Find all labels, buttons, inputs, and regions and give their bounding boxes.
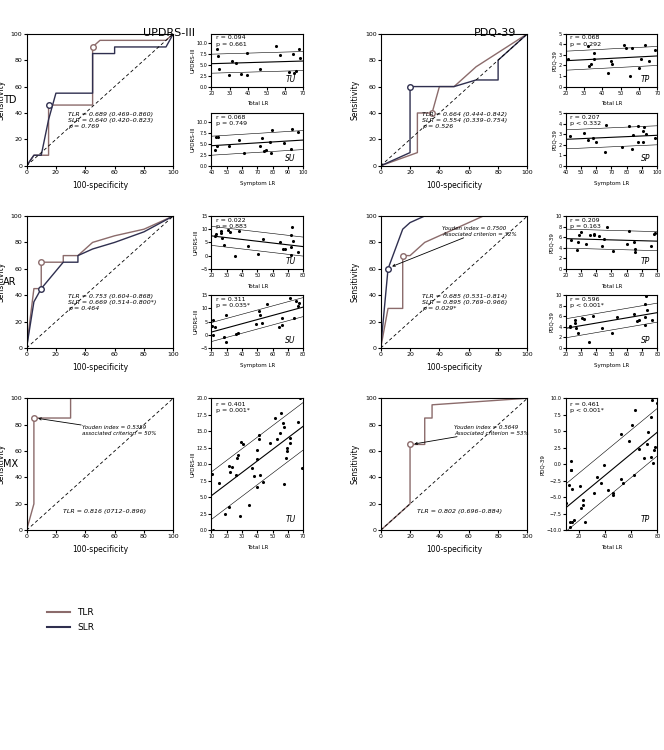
Point — [293, 246, 303, 258]
Text: r = 0.094
p = 0.661: r = 0.094 p = 0.661 — [216, 35, 247, 46]
Point — [561, 496, 572, 508]
Point — [616, 427, 627, 439]
Point — [647, 457, 658, 469]
Text: r = 0.311
p = 0.035*: r = 0.311 p = 0.035* — [216, 297, 250, 308]
Point — [624, 225, 635, 237]
Point — [641, 128, 651, 140]
Point — [255, 140, 266, 152]
Text: TLR = 0.685 (0.531–0.814)
SLR = 0.895 (0.769–0.966)
p = 0.029*: TLR = 0.685 (0.531–0.814) SLR = 0.895 (0… — [422, 295, 507, 311]
Point — [233, 134, 244, 146]
Point — [278, 136, 289, 148]
Text: TD: TD — [3, 94, 17, 105]
Point — [207, 320, 217, 332]
Point — [606, 56, 617, 68]
Point — [259, 145, 270, 157]
Point — [270, 412, 280, 424]
Point — [565, 517, 576, 529]
Point — [224, 501, 235, 513]
Point — [246, 463, 257, 475]
Text: TP: TP — [641, 514, 650, 523]
Point — [570, 322, 581, 334]
Point — [641, 290, 651, 302]
Point — [280, 243, 290, 255]
Point — [578, 128, 589, 140]
Point — [645, 451, 656, 463]
Point — [220, 508, 230, 520]
Point — [638, 452, 649, 464]
Text: r = 0.209
p = 0.163: r = 0.209 p = 0.163 — [570, 217, 601, 229]
Point — [279, 478, 290, 490]
Point — [619, 39, 629, 51]
X-axis label: Symptom LR: Symptom LR — [594, 181, 629, 185]
Point — [564, 479, 574, 491]
Point — [288, 48, 298, 60]
Point — [597, 322, 608, 334]
Point — [252, 248, 263, 260]
Point — [211, 43, 222, 55]
Legend: TLR, SLR: TLR, SLR — [44, 604, 98, 635]
Point — [293, 43, 304, 55]
Point — [589, 487, 600, 499]
Point — [630, 404, 641, 416]
Point — [212, 131, 223, 143]
Point — [230, 469, 241, 481]
Text: TLR = 0.802 (0.696–0.884): TLR = 0.802 (0.696–0.884) — [418, 509, 503, 515]
Point — [649, 441, 660, 453]
Point — [643, 427, 653, 439]
Point — [277, 312, 288, 324]
Point — [588, 46, 599, 58]
Point — [642, 438, 653, 450]
Point — [616, 473, 627, 485]
Point — [597, 240, 608, 252]
X-axis label: Total LR: Total LR — [601, 284, 622, 289]
Point — [279, 422, 290, 434]
Point — [262, 298, 272, 310]
Point — [291, 65, 301, 77]
Text: TP: TP — [641, 75, 650, 84]
Point — [642, 304, 653, 316]
Text: r = 0.596
p < 0.001*: r = 0.596 p < 0.001* — [570, 297, 604, 308]
Point — [284, 66, 294, 78]
X-axis label: Total LR: Total LR — [246, 101, 268, 106]
Point — [216, 224, 226, 236]
Point — [635, 53, 646, 64]
Point — [255, 470, 266, 482]
Point — [565, 320, 576, 332]
Point — [634, 442, 645, 454]
Point — [632, 136, 643, 148]
Point — [210, 145, 220, 157]
Point — [649, 132, 660, 144]
X-axis label: Symptom LR: Symptom LR — [594, 363, 629, 368]
Point — [618, 477, 629, 489]
Point — [592, 471, 603, 483]
Point — [583, 40, 594, 52]
Point — [254, 304, 265, 316]
X-axis label: Symptom LR: Symptom LR — [240, 363, 275, 368]
Text: TLR = 0.689 (0.469–0.860)
SLR = 0.640 (0.420–0.823)
p = 0.769: TLR = 0.689 (0.469–0.860) SLR = 0.640 (0… — [68, 112, 153, 129]
Point — [639, 310, 650, 322]
Text: r = 0.207
p < 0.332: r = 0.207 p < 0.332 — [570, 115, 602, 126]
Point — [578, 499, 588, 511]
Point — [285, 432, 295, 444]
Point — [238, 438, 248, 450]
Point — [616, 141, 627, 153]
Point — [627, 419, 637, 430]
Point — [607, 327, 618, 339]
Text: SP: SP — [641, 337, 650, 346]
Point — [570, 316, 580, 328]
Point — [249, 470, 260, 482]
Point — [218, 331, 229, 343]
Text: r = 0.401
p = 0.001*: r = 0.401 p = 0.001* — [216, 402, 250, 413]
Y-axis label: PDQ-39: PDQ-39 — [552, 129, 557, 150]
Text: r = 0.068
p = 0.292: r = 0.068 p = 0.292 — [570, 35, 602, 46]
Point — [649, 444, 659, 456]
Point — [575, 480, 586, 492]
Point — [219, 238, 230, 250]
Text: TLR = 0.816 (0712–0.896): TLR = 0.816 (0712–0.896) — [63, 509, 146, 515]
Point — [211, 229, 222, 241]
Point — [287, 123, 297, 135]
Point — [266, 147, 277, 159]
Y-axis label: Sensitivity: Sensitivity — [351, 80, 359, 120]
Point — [225, 466, 236, 478]
Point — [254, 433, 265, 445]
